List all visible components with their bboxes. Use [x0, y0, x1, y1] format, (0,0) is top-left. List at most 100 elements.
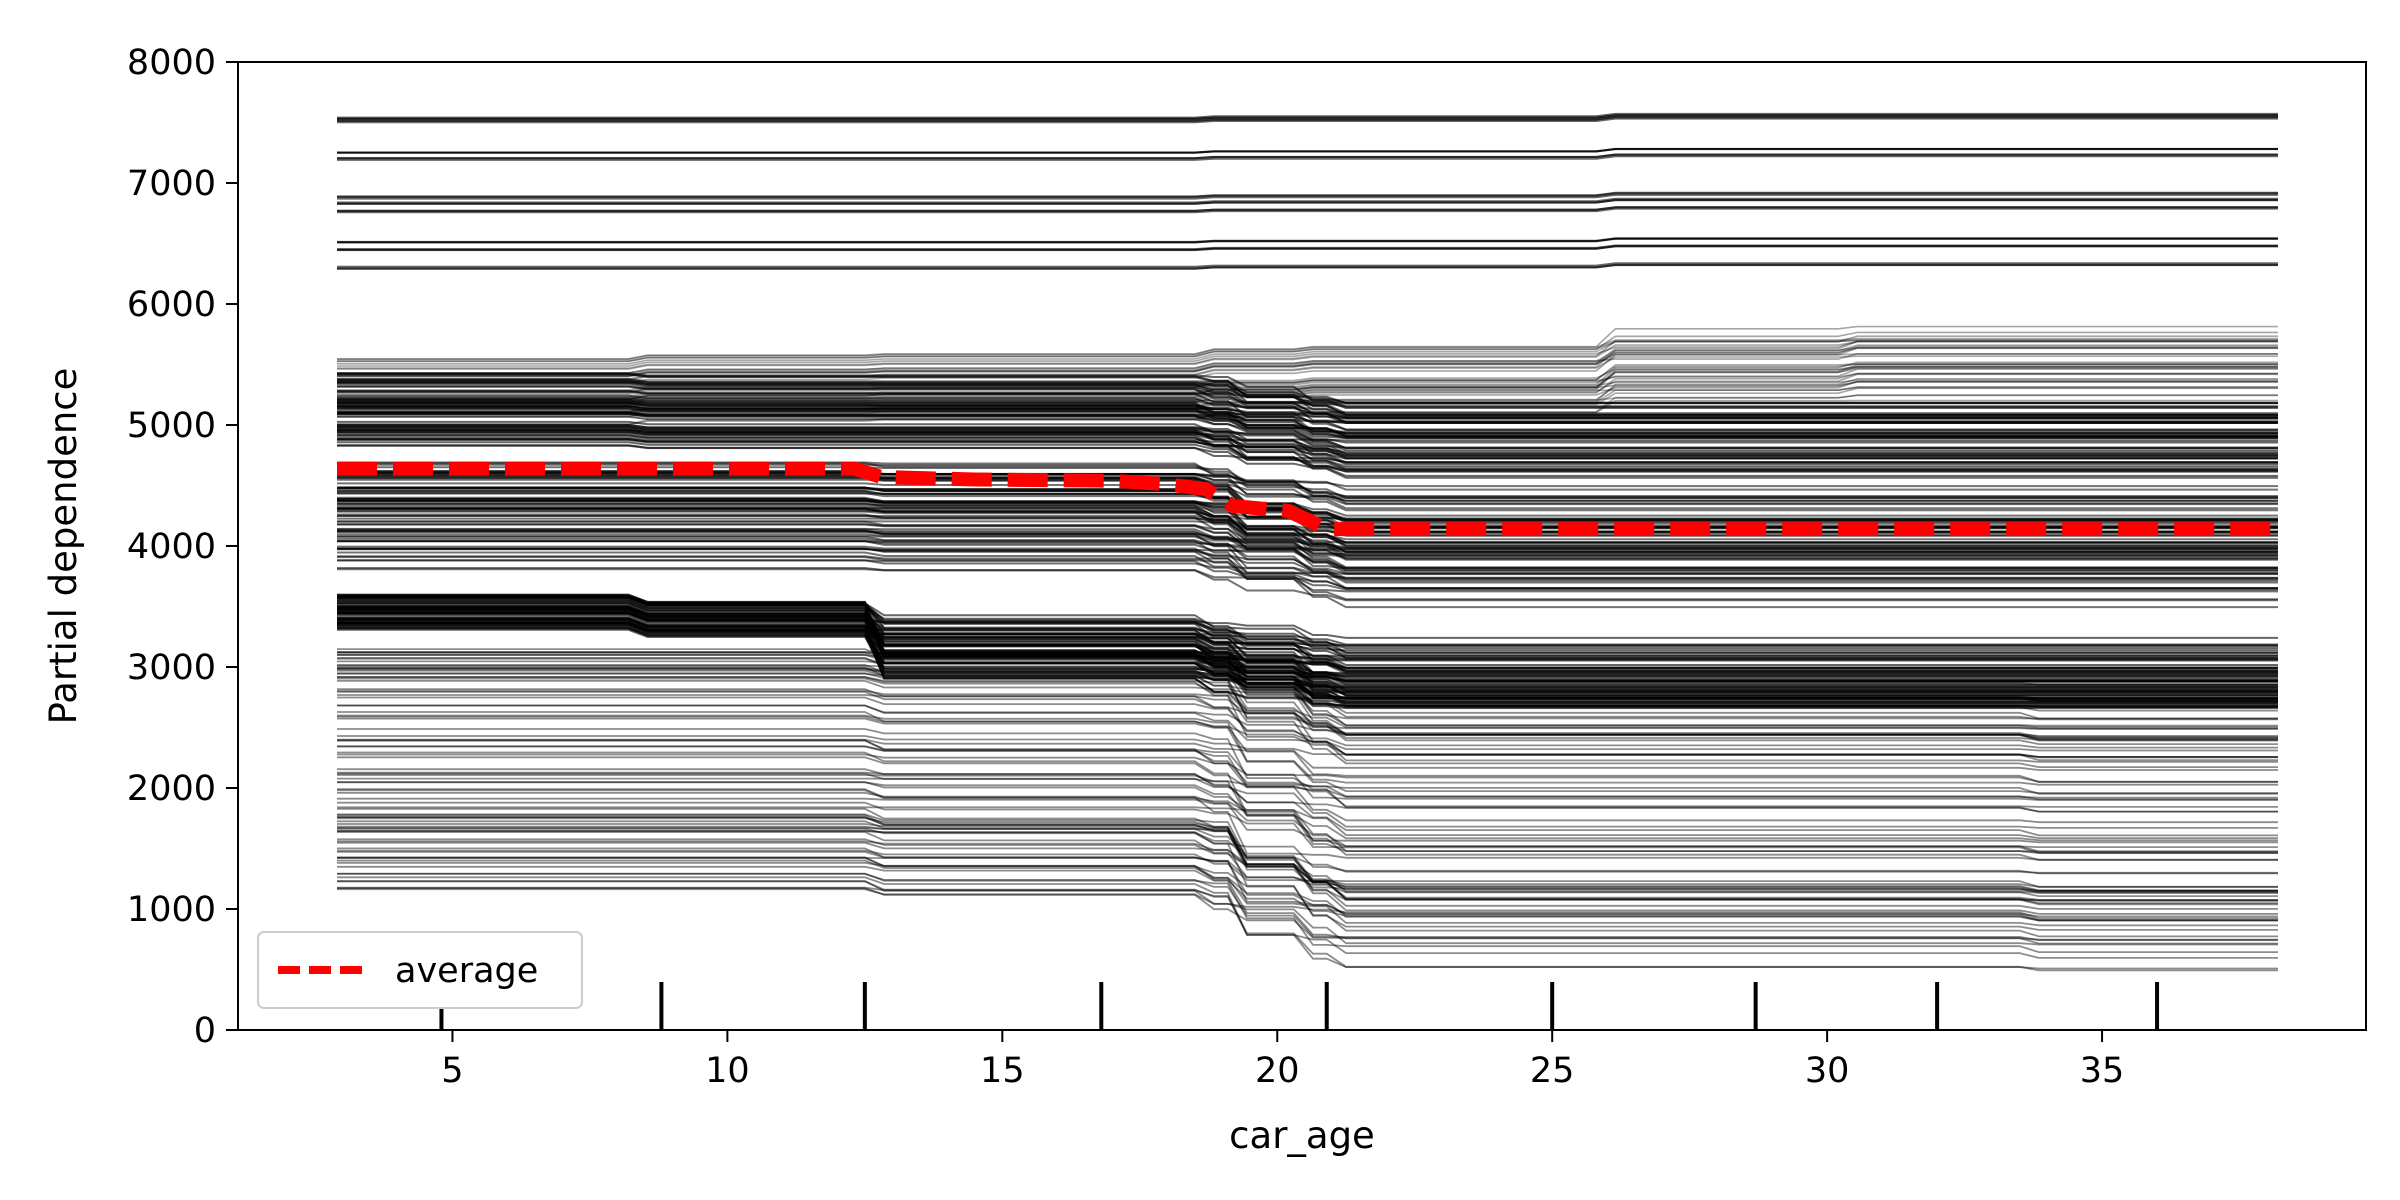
ice-line: [337, 413, 2278, 435]
ice-line: [337, 849, 2278, 888]
ice-line: [337, 820, 2278, 894]
ice-line: [337, 691, 2278, 763]
ice-line: [337, 753, 2278, 801]
ice-line: [337, 444, 2278, 477]
x-tick-label: 20: [1255, 1051, 1300, 1091]
ice-line: [337, 830, 2278, 875]
ice-line: [337, 668, 2278, 727]
ice-line: [337, 801, 2278, 854]
ice-line: [337, 596, 2278, 646]
ice-line: [337, 789, 2278, 848]
ice-line: [337, 827, 2278, 938]
ice-line: [337, 612, 2278, 677]
ice-line: [337, 876, 2278, 959]
ice-line: [337, 153, 2278, 160]
ice-line: [337, 657, 2278, 700]
ice-line: [337, 344, 2278, 375]
x-tick-label: 30: [1805, 1051, 1850, 1091]
ice-line: [337, 654, 2278, 721]
ice-line: [337, 490, 2278, 521]
ice-line: [337, 872, 2278, 953]
x-axis: 5 10 15 20 25 30 35: [441, 1030, 2124, 1091]
ice-line: [337, 434, 2278, 468]
ice-line: [337, 623, 2278, 675]
ice-line: [337, 817, 2278, 902]
ice-line: [337, 366, 2278, 401]
ice-line: [337, 337, 2278, 361]
ice-line: [337, 667, 2278, 737]
average-line: [337, 461, 2278, 537]
average-line-group: [337, 461, 2278, 537]
ice-line: [337, 147, 2278, 154]
ice-line: [337, 551, 2278, 579]
ice-line: [337, 669, 2278, 742]
ice-line: [337, 739, 2278, 824]
y-tick-label: 3000: [127, 648, 216, 688]
ice-line: [337, 888, 2278, 920]
ice-line: [337, 365, 2278, 400]
ice-line: [337, 380, 2278, 401]
ice-line: [337, 262, 2278, 268]
ice-line: [337, 340, 2278, 377]
ice-line: [337, 816, 2278, 892]
ice-line: [337, 237, 2278, 244]
ice-line: [337, 704, 2278, 738]
ice-line: [337, 688, 2278, 730]
x-tick-label: 5: [441, 1051, 463, 1091]
ice-line: [337, 114, 2278, 120]
ice-line: [337, 353, 2278, 384]
ice-line: [337, 117, 2278, 124]
y-axis-label: Partial dependence: [42, 368, 85, 725]
ice-line: [337, 513, 2278, 551]
ice-line: [337, 115, 2278, 122]
ice-line: [337, 368, 2278, 396]
ice-line: [337, 651, 2278, 686]
ice-line: [337, 193, 2278, 200]
ice-line: [337, 756, 2278, 799]
ice-line: [337, 335, 2278, 362]
ice-line: [337, 341, 2278, 370]
y-tick-label: 0: [194, 1011, 216, 1051]
ice-line: [337, 340, 2278, 367]
ice-line: [337, 672, 2278, 730]
ice-line: [337, 347, 2278, 377]
ice-line: [337, 816, 2278, 906]
ice-line: [337, 838, 2278, 915]
ice-line: [337, 431, 2278, 479]
ice-line: [337, 657, 2278, 740]
ice-line: [337, 405, 2278, 431]
ice-line: [337, 673, 2278, 720]
ice-line: [337, 738, 2278, 771]
ice-line: [337, 654, 2278, 703]
ice-line: [337, 648, 2278, 729]
ice-line: [337, 676, 2278, 768]
ice-line: [337, 199, 2278, 205]
ice-line: [337, 429, 2278, 457]
ice-line: [337, 353, 2278, 374]
ice-line: [337, 813, 2278, 894]
ice-line: [337, 605, 2278, 652]
ice-line: [337, 847, 2278, 918]
x-axis-label: car_age: [1229, 1114, 1375, 1157]
ice-line: [337, 873, 2278, 941]
ice-line: [337, 331, 2278, 363]
ice-line: [337, 826, 2278, 905]
ice-line: [337, 694, 2278, 741]
ice-line: [337, 865, 2278, 941]
ice-line: [337, 857, 2278, 922]
ice-line: [337, 206, 2278, 212]
ice-line: [337, 664, 2278, 739]
legend-box: [257, 931, 583, 1009]
ice-line: [337, 660, 2278, 702]
y-tick-label: 2000: [127, 769, 216, 809]
ice-line: [337, 244, 2278, 251]
legend: average: [257, 931, 583, 1009]
ice-line: [337, 523, 2278, 569]
ice-line: [337, 823, 2278, 874]
ice-line: [337, 377, 2278, 404]
y-axis: 0 1000 2000 3000 4000 5000 6000 7000 8000: [127, 43, 238, 1051]
ice-line: [337, 398, 2278, 420]
ice-line: [337, 714, 2278, 786]
ice-line: [337, 619, 2278, 690]
